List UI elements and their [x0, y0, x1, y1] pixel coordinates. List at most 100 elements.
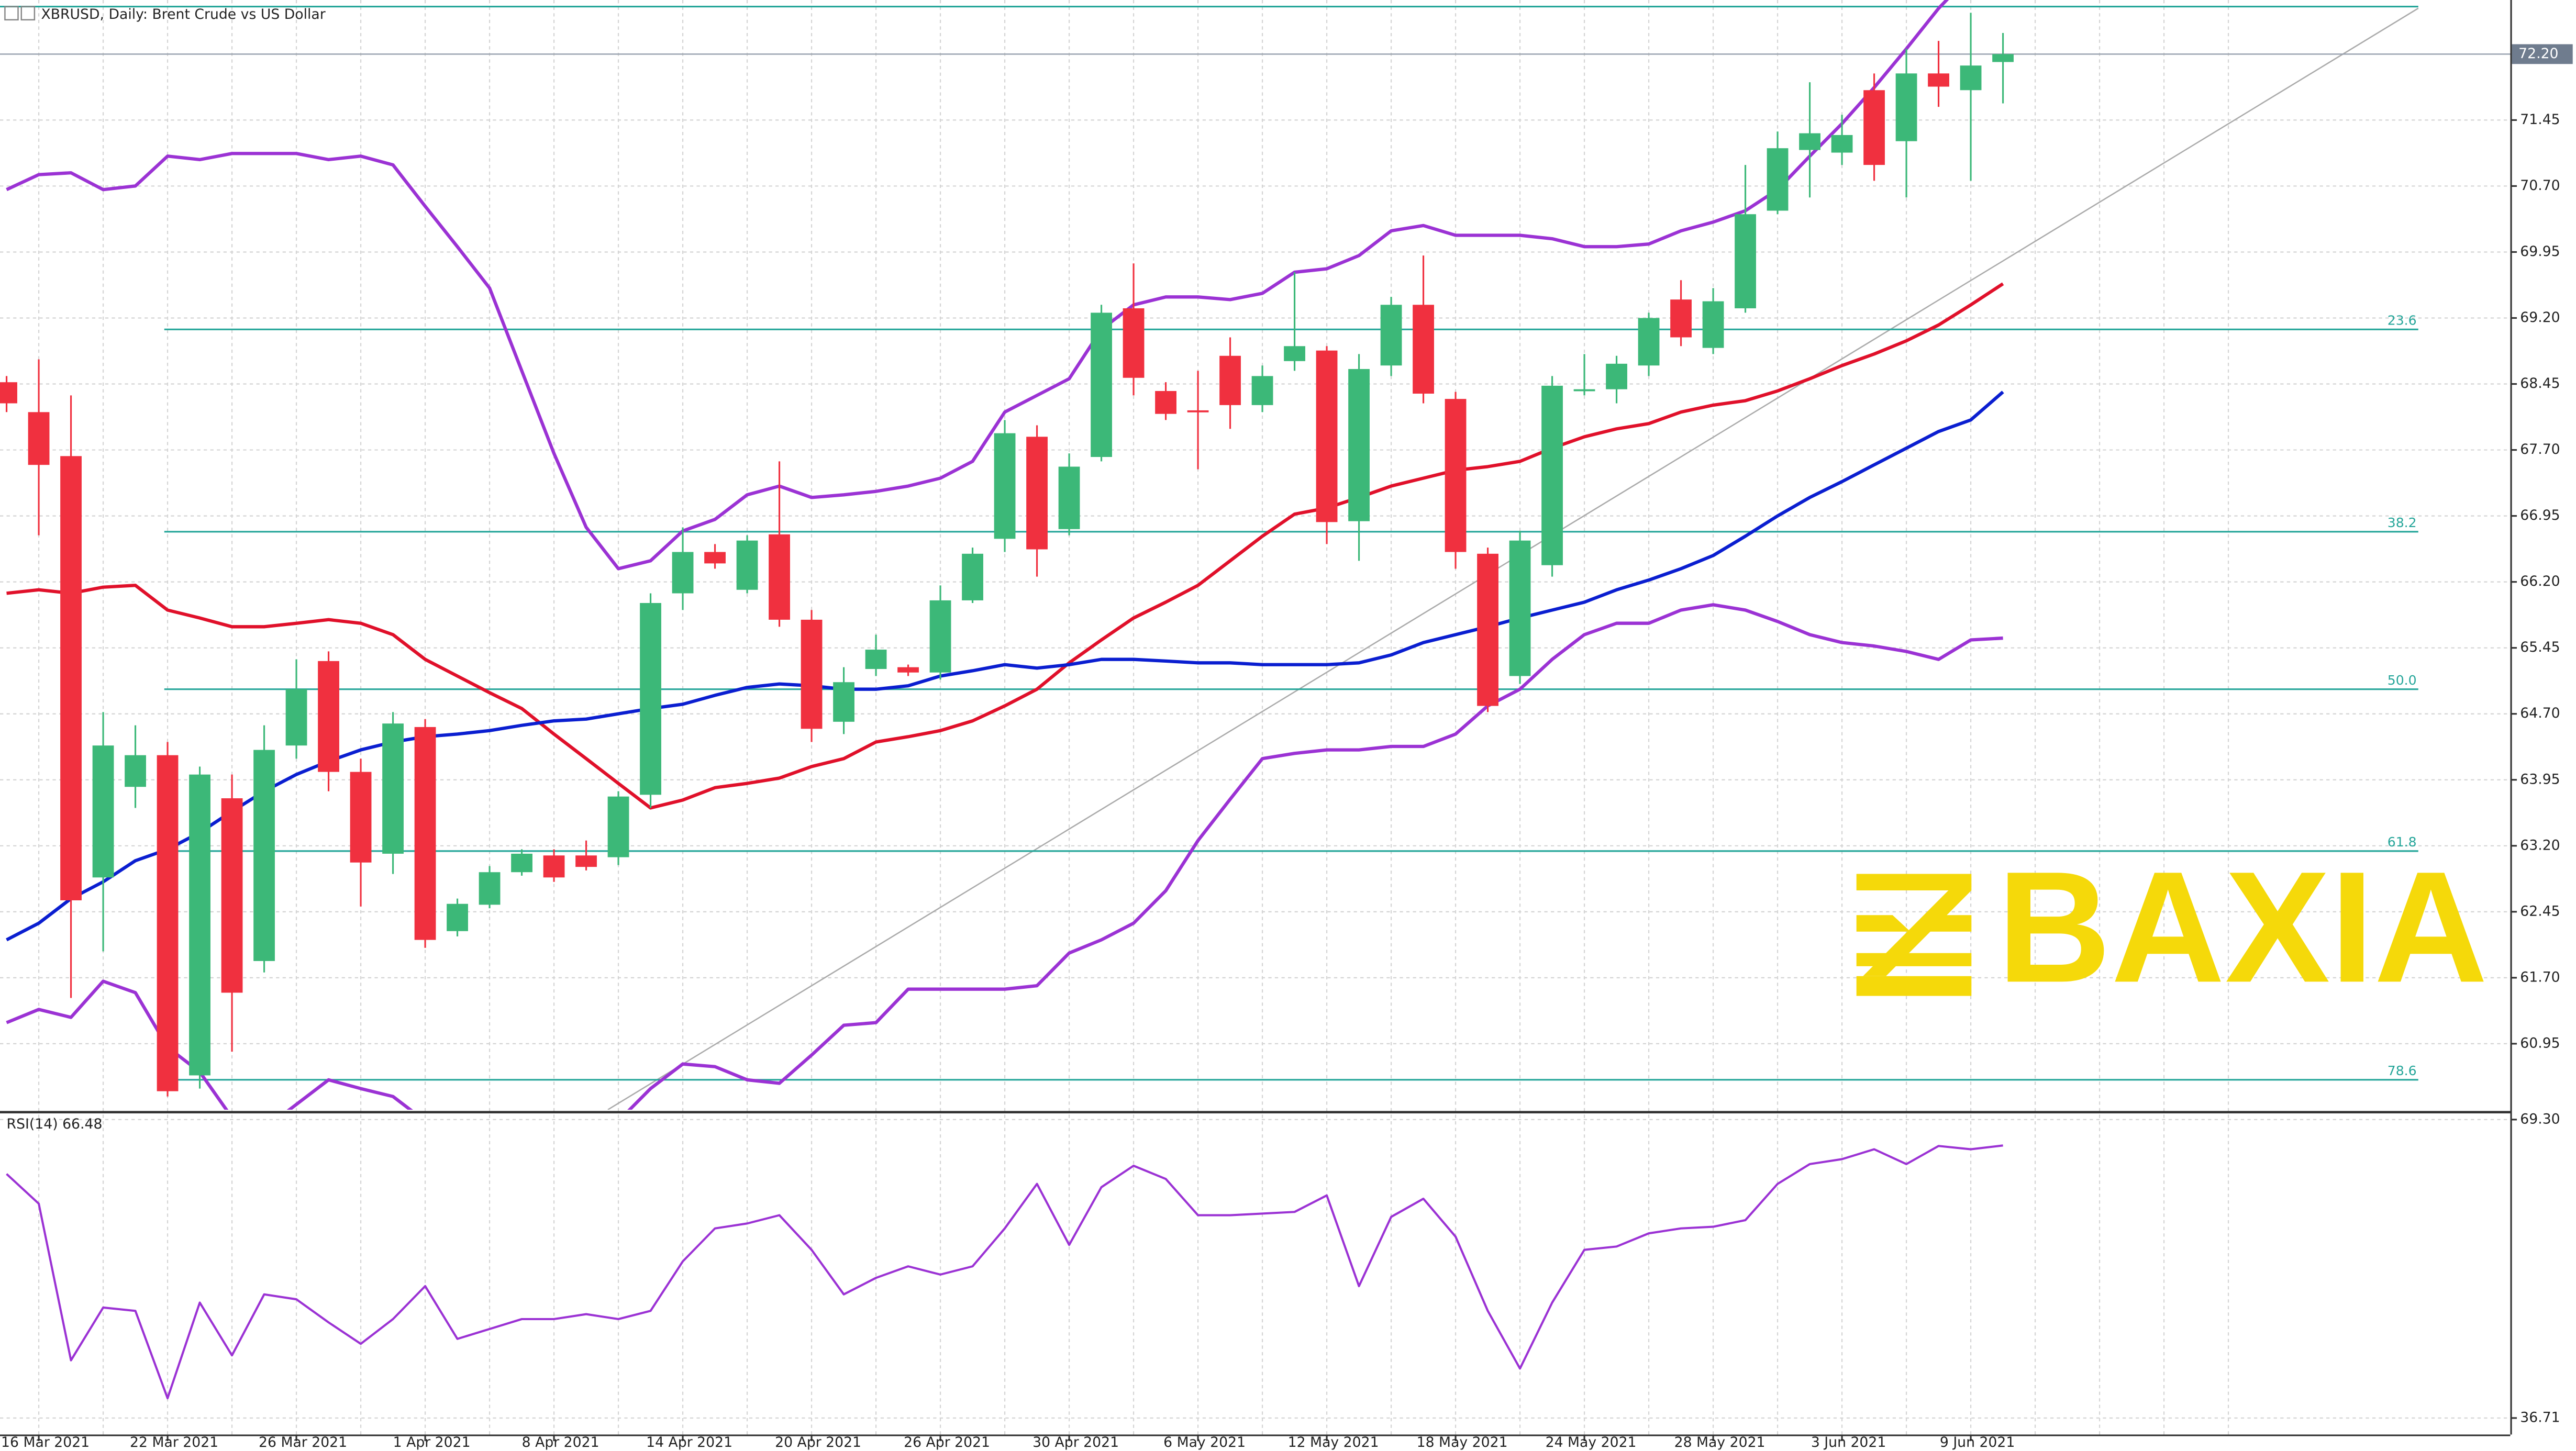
symbol-icon [4, 6, 19, 21]
x-tick-label: 18 May 2021 [1417, 1434, 1508, 1450]
candle-body [189, 774, 210, 1076]
x-tick-label: 1 Apr 2021 [393, 1434, 471, 1450]
symbol-icon [20, 6, 36, 21]
candle-body [28, 412, 50, 465]
candle-body [1316, 350, 1338, 522]
candle-body [1058, 466, 1080, 529]
x-tick-label: 8 Apr 2021 [522, 1434, 599, 1450]
x-tick-label: 3 Jun 2021 [1811, 1434, 1886, 1450]
y-tick-label: 66.95 [2520, 507, 2560, 523]
indicator-line [6, 390, 2004, 942]
candle-body [1670, 299, 1692, 338]
y-tick-label: 71.45 [2520, 111, 2560, 128]
x-tick-label: 30 Apr 2021 [1032, 1434, 1119, 1450]
y-tick-label: 63.95 [2520, 771, 2560, 787]
y-tick-label: 36.71 [2520, 1409, 2560, 1425]
x-tick-label: 28 May 2021 [1674, 1434, 1766, 1450]
y-tick-label: 69.95 [2520, 243, 2560, 260]
candle-body [704, 552, 726, 564]
candle-body [1992, 54, 2014, 62]
candle-body [253, 750, 275, 961]
y-tick-label: 62.45 [2520, 903, 2560, 919]
candle-body [736, 540, 758, 590]
fib-label: 50.0 [2388, 673, 2417, 688]
y-tick-label: 64.70 [2520, 705, 2560, 721]
logo: BAXIA [1856, 839, 2488, 1015]
candle-body [1348, 369, 1370, 521]
candle-body [0, 382, 17, 404]
candle-body [543, 855, 565, 878]
last-price-tag [2512, 44, 2573, 64]
chart-title: XBRUSD, Daily: Brent Crude vs US Dollar [41, 6, 325, 23]
candle-body [1895, 73, 1917, 141]
x-tick-label: 20 Apr 2021 [775, 1434, 861, 1450]
candle-body [125, 755, 146, 787]
candle-body [1831, 135, 1853, 153]
candle-body [1863, 90, 1885, 165]
candle-body [1026, 437, 1048, 550]
x-tick-label: 24 May 2021 [1546, 1434, 1637, 1450]
candle-body [1928, 73, 1949, 87]
candle-body [1251, 376, 1273, 405]
y-tick-label: 60.95 [2520, 1035, 2560, 1051]
last-price-label: 72.20 [2518, 46, 2558, 62]
x-tick-label: 9 Jun 2021 [1940, 1434, 2015, 1450]
fib-label: 78.6 [2388, 1063, 2417, 1078]
candle-body [285, 689, 307, 746]
y-tick-label: 68.45 [2520, 375, 2560, 392]
candle-body [640, 602, 661, 795]
y-tick-label: 69.20 [2520, 309, 2560, 326]
candle-body [1445, 399, 1467, 552]
candle-body [318, 661, 339, 772]
candle-body [1573, 389, 1595, 392]
candle-body [1541, 385, 1563, 565]
candle-body [801, 619, 823, 729]
candle-body [1123, 308, 1145, 378]
candle-body [1284, 346, 1305, 361]
y-tick-label: 63.20 [2520, 837, 2560, 853]
candle-body [607, 796, 629, 857]
candle-body [1413, 305, 1434, 394]
y-tick-label: 61.70 [2520, 969, 2560, 985]
indicator-line [6, 0, 1949, 571]
candle-body [92, 745, 114, 878]
candle-body [575, 855, 597, 867]
candle-body [479, 872, 501, 905]
grid [0, 0, 2511, 1435]
candle-body [1767, 148, 1789, 211]
x-tick-label: 26 Apr 2021 [904, 1434, 990, 1450]
logo-icon [1856, 874, 1972, 996]
candle-body [414, 727, 436, 940]
y-tick-label: 65.45 [2520, 639, 2560, 655]
rsi-label: RSI(14) 66.48 [7, 1116, 103, 1132]
candle-body [994, 433, 1016, 539]
candle-body [1380, 305, 1402, 366]
fib-label: 23.6 [2388, 313, 2417, 328]
candle-body [929, 600, 951, 673]
candle-body [1509, 540, 1531, 676]
indicator-line [6, 282, 2004, 810]
candle-body [962, 553, 983, 600]
indicator-line [6, 603, 2003, 1110]
candle-body [157, 755, 179, 1091]
candle-body [511, 853, 532, 873]
x-tick-label: 22 Mar 2021 [130, 1434, 218, 1450]
x-tick-label: 26 Mar 2021 [259, 1434, 347, 1450]
fib-label: 61.8 [2388, 834, 2417, 850]
rsi-line [6, 1144, 2003, 1400]
candle-body [221, 798, 243, 993]
candle-body [865, 650, 887, 669]
x-tick-label: 6 May 2021 [1163, 1434, 1246, 1450]
candle-body [1187, 410, 1209, 412]
candle-body [672, 552, 694, 594]
x-tick-label: 12 May 2021 [1288, 1434, 1379, 1450]
candle-body [382, 723, 404, 854]
axes [0, 0, 2512, 1436]
candle-body [1735, 214, 1756, 309]
x-tick-label: 14 Apr 2021 [646, 1434, 732, 1450]
candle-body [350, 772, 372, 863]
candle-body [1091, 312, 1112, 457]
y-tick-label: 67.70 [2520, 441, 2560, 457]
